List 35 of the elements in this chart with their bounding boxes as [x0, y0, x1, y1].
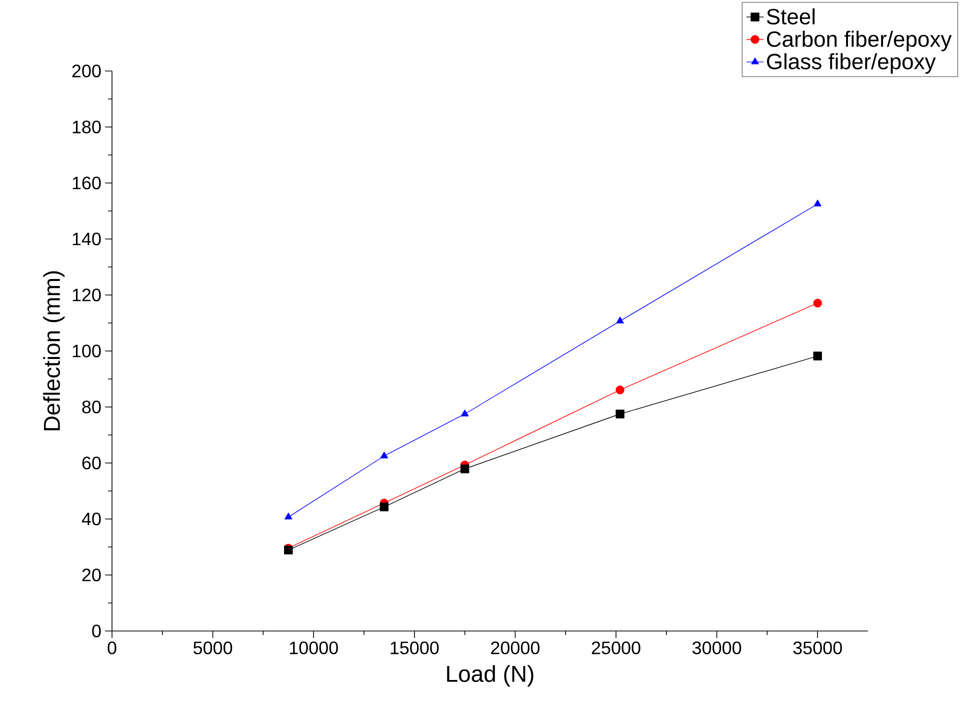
legend-label: Steel [766, 8, 815, 24]
legend-label: Carbon fiber/epoxy [766, 30, 952, 52]
x-tick-label: 10000 [290, 642, 338, 654]
x-axis-title: Load (N) [447, 665, 534, 687]
point [616, 410, 624, 418]
x-tick-label: 25000 [592, 642, 640, 654]
y-tick-label: 20 [82, 568, 101, 582]
point [380, 502, 389, 512]
y-axis-title: Deflection (mm) [43, 271, 65, 430]
x-tick-label: 0 [108, 642, 116, 654]
y-tick-label: 140 [72, 232, 101, 246]
point [814, 200, 822, 206]
point [813, 352, 822, 360]
point [616, 316, 624, 324]
y-tick-label: 40 [82, 512, 101, 526]
y-tick-label: 180 [72, 120, 101, 134]
point [460, 464, 470, 474]
point [284, 512, 292, 520]
x-tick-label: 5000 [194, 642, 232, 654]
point [380, 452, 388, 458]
point [813, 298, 822, 308]
y-tick-label: 0 [92, 624, 101, 638]
y-tick-label: 160 [72, 176, 101, 190]
legend-label: Glass fiber/epoxy [766, 53, 936, 74]
x-tick-label: 15000 [390, 642, 439, 654]
x-tick-label: 20000 [491, 642, 540, 654]
x-tick-label: 30000 [692, 642, 742, 654]
x-tick-label: 35000 [793, 642, 842, 654]
y-tick-label: 120 [72, 288, 101, 302]
point [460, 410, 469, 416]
y-tick-label: 60 [82, 456, 101, 470]
y-tick-label: 200 [72, 64, 101, 78]
y-tick-label: 80 [82, 400, 101, 414]
point [616, 386, 624, 394]
y-tick-label: 100 [72, 344, 101, 358]
